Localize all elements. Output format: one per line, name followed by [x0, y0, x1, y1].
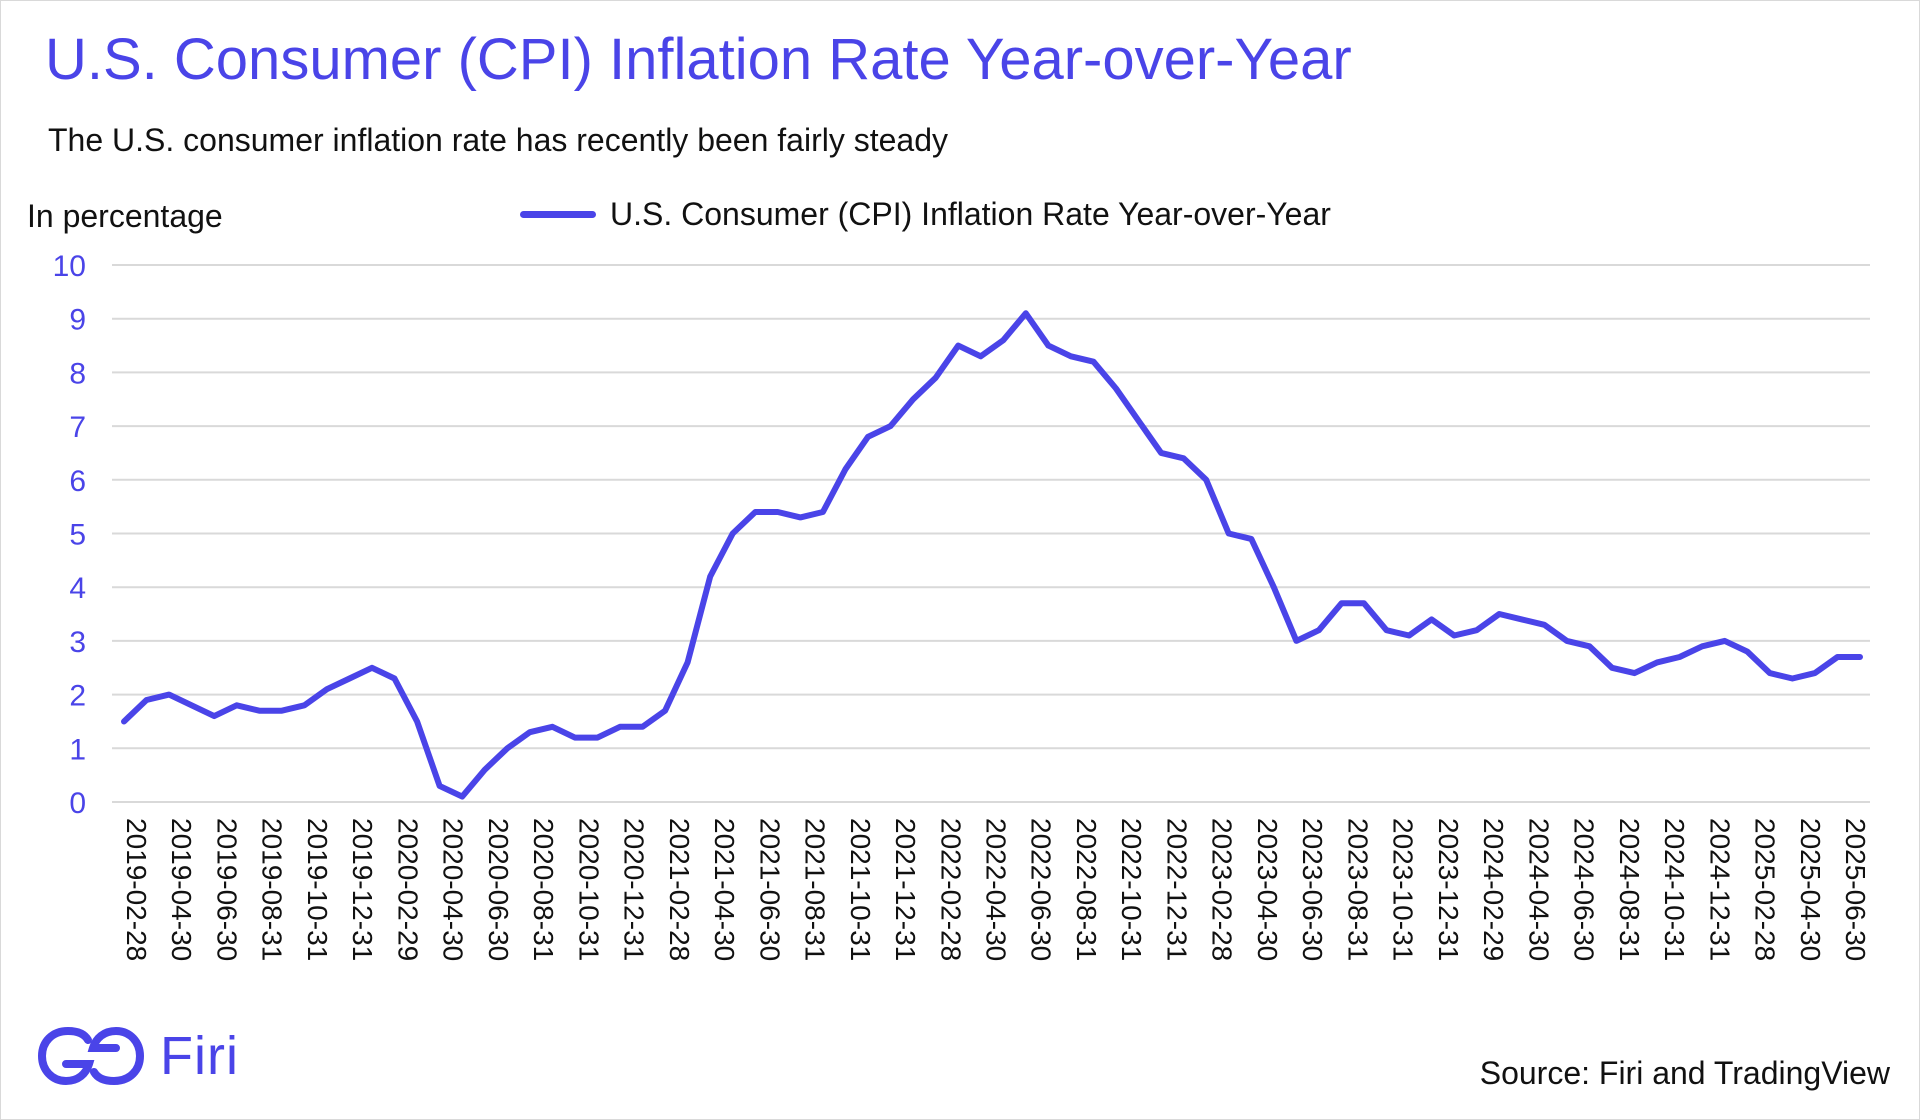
x-tick-label: 2024-04-30 [1523, 818, 1554, 961]
x-tick-label: 2021-02-28 [664, 818, 695, 961]
y-tick-label: 8 [69, 357, 86, 390]
x-tick-label: 2022-02-28 [935, 818, 966, 961]
x-tick-label: 2020-10-31 [573, 818, 604, 961]
y-axis-label: In percentage [27, 198, 223, 234]
y-tick-label: 9 [69, 304, 86, 337]
x-tick-label: 2019-02-28 [121, 818, 152, 961]
x-tick-label: 2021-12-31 [890, 818, 921, 961]
y-tick-label: 0 [69, 787, 86, 820]
x-tick-label: 2022-06-30 [1026, 818, 1057, 961]
x-tick-label: 2020-06-30 [483, 818, 514, 961]
x-tick-label: 2025-02-28 [1750, 818, 1781, 961]
y-tick-label: 4 [69, 572, 86, 605]
x-tick-label: 2021-04-30 [709, 818, 740, 961]
legend: U.S. Consumer (CPI) Inflation Rate Year-… [520, 196, 1331, 233]
legend-swatch [520, 211, 596, 218]
x-tick-label: 2021-06-30 [754, 818, 785, 961]
y-tick-label: 3 [69, 626, 86, 659]
x-tick-label: 2019-10-31 [302, 818, 333, 961]
x-tick-label: 2020-08-31 [528, 818, 559, 961]
x-tick-label: 2023-08-31 [1342, 818, 1373, 961]
x-tick-label: 2024-02-29 [1478, 818, 1509, 961]
x-tick-label: 2024-06-30 [1569, 818, 1600, 961]
y-tick-label: 7 [69, 411, 86, 444]
x-tick-label: 2019-08-31 [257, 818, 288, 961]
legend-label: U.S. Consumer (CPI) Inflation Rate Year-… [610, 196, 1331, 232]
series-line [121, 310, 1863, 800]
y-tick-label: 2 [69, 680, 86, 713]
y-tick-label: 6 [69, 465, 86, 498]
x-tick-label: 2024-12-31 [1704, 818, 1735, 961]
y-tick-label: 5 [69, 519, 86, 552]
x-tick-label: 2023-04-30 [1252, 818, 1283, 961]
line-chart: 0 1 2 3 4 5 6 7 8 9 10 2019-02-28 2019-04-30 2019-06-… [53, 250, 1871, 961]
x-tick-label: 2025-06-30 [1840, 818, 1871, 961]
brand-logo: Firi [36, 1025, 239, 1087]
brand-name: Firi [160, 1026, 239, 1086]
x-tick-label: 2024-10-31 [1659, 818, 1690, 961]
y-tick-label: 1 [69, 733, 86, 766]
firi-logo-icon [37, 1026, 145, 1086]
x-tick-label: 2020-02-29 [392, 818, 423, 961]
x-tick-label: 2022-12-31 [1161, 818, 1192, 961]
x-tick-label: 2021-08-31 [800, 818, 831, 961]
chart-subtitle: The U.S. consumer inflation rate has rec… [48, 122, 948, 158]
x-tick-label: 2024-08-31 [1614, 818, 1645, 961]
x-tick-label: 2022-04-30 [981, 818, 1012, 961]
x-tick-label: 2023-10-31 [1388, 818, 1419, 961]
x-tick-label: 2020-12-31 [619, 818, 650, 961]
x-tick-label: 2020-04-30 [438, 818, 469, 961]
x-tick-label: 2022-10-31 [1116, 818, 1147, 961]
y-tick-label: 10 [53, 250, 86, 283]
x-tick-label: 2019-04-30 [166, 818, 197, 961]
x-tick-label: 2023-02-28 [1207, 818, 1238, 961]
x-tick-label: 2021-10-31 [845, 818, 876, 961]
x-tick-label: 2023-06-30 [1297, 818, 1328, 961]
x-tick-label: 2025-04-30 [1795, 818, 1826, 961]
chart-title: U.S. Consumer (CPI) Inflation Rate Year-… [45, 27, 1352, 92]
x-tick-label: 2019-12-31 [347, 818, 378, 961]
x-tick-label: 2023-12-31 [1433, 818, 1464, 961]
x-tick-label: 2022-08-31 [1071, 818, 1102, 961]
source-note: Source: Firi and TradingView [1479, 1055, 1890, 1091]
x-tick-label: 2019-06-30 [212, 818, 243, 961]
